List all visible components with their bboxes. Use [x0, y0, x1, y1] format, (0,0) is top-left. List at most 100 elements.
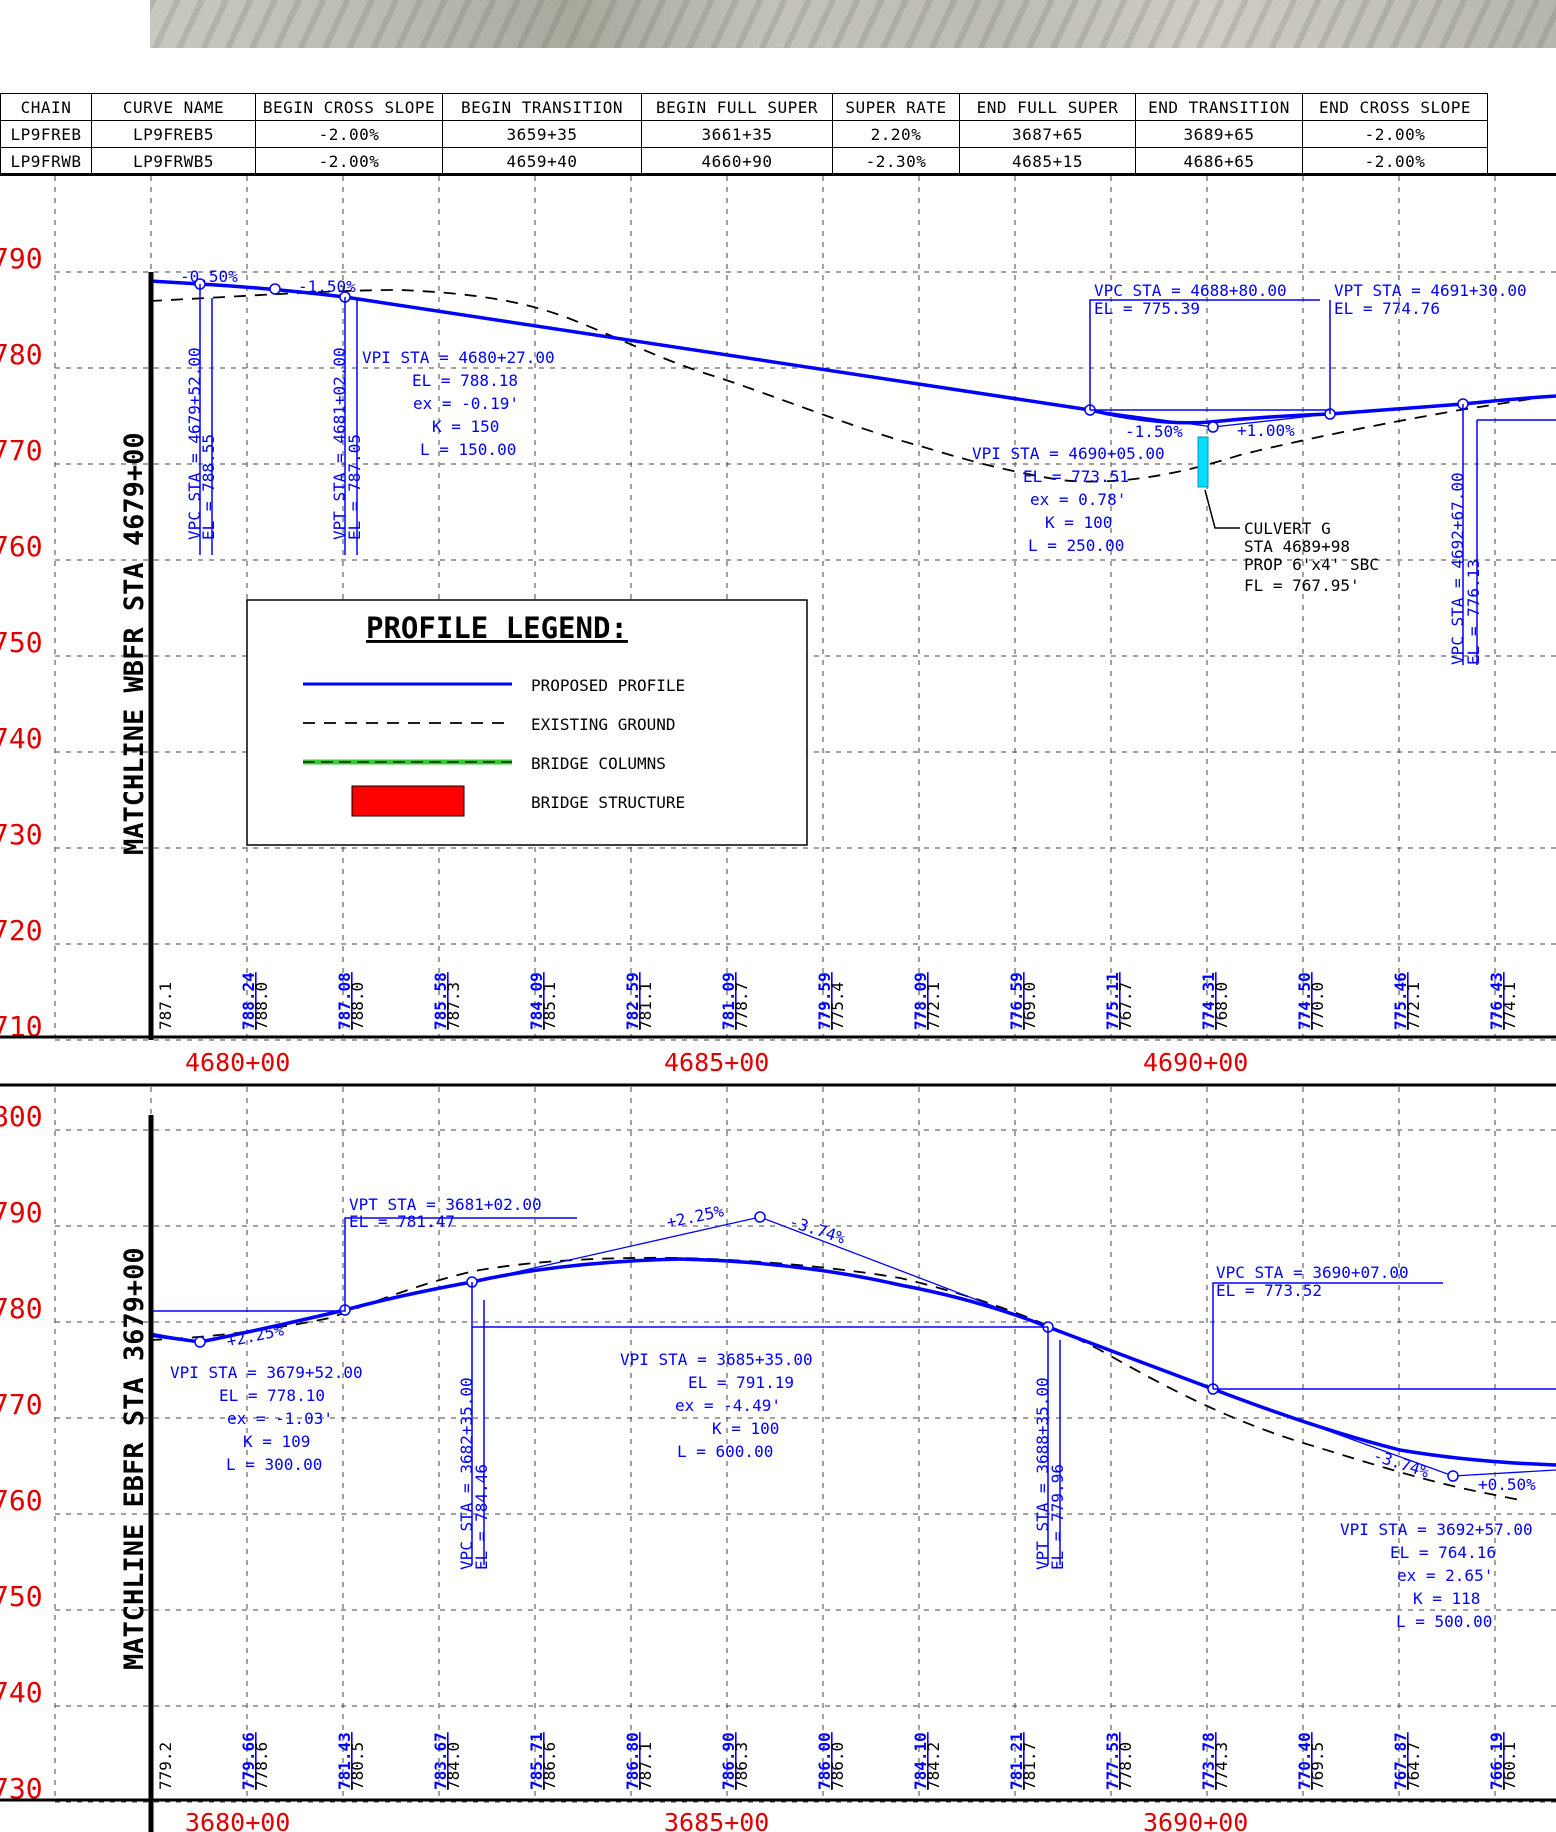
proposed-elevation: 774.50 [1295, 972, 1314, 1030]
vpi-label: K = 109 [243, 1432, 310, 1451]
existing-elevation: 767.7 [1116, 982, 1135, 1030]
table-header-cell: BEGIN CROSS SLOPE [255, 93, 443, 121]
existing-elevation: 781.7 [1020, 1742, 1039, 1790]
vpi-label: ex = -1.03' [227, 1409, 333, 1428]
vpi-label: ex = 0.78' [1030, 490, 1126, 509]
table-cell: LP9FREB [0, 120, 92, 148]
elevation-label: 780 [0, 338, 43, 371]
proposed-elevation: 775.11 [1103, 972, 1122, 1030]
legend-item: BRIDGE COLUMNS [531, 754, 666, 773]
table-header-cell: END TRANSITION [1135, 93, 1303, 121]
existing-elevation: 760.1 [1500, 1742, 1519, 1790]
vpc-elevation-label: EL = 776.13 [1464, 559, 1483, 665]
existing-elevation: 784.2 [924, 1742, 943, 1790]
vpc-label: EL = 773.52 [1216, 1281, 1322, 1300]
wb-stations: 4680+00 4685+00 4690+00 [185, 1048, 1248, 1077]
proposed-elevation: 767.87 [1391, 1732, 1410, 1790]
existing-elevation: 774.3 [1212, 1742, 1231, 1790]
table-cell: LP9FRWB5 [91, 147, 256, 175]
table-cell: -2.00% [1302, 147, 1488, 175]
vpt-station-label: VPT STA = 4681+02.00 [330, 347, 349, 540]
table-cell: 3661+35 [641, 120, 833, 148]
existing-elevation: 778.6 [252, 1742, 271, 1790]
eb-matchline-label: MATCHLINE EBFR STA 3679+00 [119, 1247, 150, 1670]
vpt-label: VPT STA = 3681+02.00 [349, 1195, 542, 1214]
elevation-label: 730 [0, 818, 43, 851]
grade-label: -1.50% [1125, 422, 1183, 441]
existing-elevation: 774.1 [1500, 982, 1519, 1030]
vpi-circle [1447, 1470, 1459, 1482]
elevation-label: 750 [0, 626, 43, 659]
elevation-label: 740 [0, 722, 43, 755]
existing-elevation: 778.0 [1116, 1742, 1135, 1790]
grade-label: +2.25% [225, 1320, 286, 1351]
eb-markers [194, 1211, 1459, 1482]
elevation-label: 720 [0, 914, 43, 947]
culvert-text: CULVERT G [1244, 519, 1331, 538]
existing-elevation: 769.5 [1308, 1742, 1327, 1790]
proposed-elevation: 775.46 [1391, 972, 1410, 1030]
vpc-station-label: VPC STA = 3682+35.00 [457, 1377, 476, 1570]
wb-leaders [199, 284, 1556, 665]
table-header-cell: END CROSS SLOPE [1302, 93, 1488, 121]
legend-swatch-structure [351, 785, 465, 817]
proposed-elevation: 786.90 [719, 1732, 738, 1790]
elevation-label: 770 [0, 1388, 43, 1421]
existing-elevation: 788.0 [252, 982, 271, 1030]
table-cell: 2.20% [832, 120, 960, 148]
table-divider [0, 173, 1556, 176]
vpi-label: ex = -4.49' [675, 1396, 781, 1415]
vpi-circle [269, 283, 281, 295]
vpi-label: L = 500.00 [1396, 1612, 1492, 1631]
legend-item: BRIDGE STRUCTURE [531, 793, 685, 812]
eb-annotations: +2.25% +2.25% -3.74% -3.74% +0.50% VPT S… [170, 1195, 1536, 1631]
elevation-label: 760 [0, 530, 43, 563]
legend-item: PROPOSED PROFILE [531, 676, 685, 695]
existing-elevation: 778.7 [732, 982, 751, 1030]
proposed-elevation: 784.10 [911, 1732, 930, 1790]
vpi-label: VPI STA = 3685+35.00 [620, 1350, 813, 1369]
vpi-label: L = 600.00 [677, 1442, 773, 1461]
vpi-label: L = 250.00 [1028, 536, 1124, 555]
legend-box [246, 599, 808, 846]
station-label: 3680+00 [185, 1808, 290, 1832]
existing-elevation: 781.1 [636, 982, 655, 1030]
table-cell: -2.00% [255, 120, 443, 148]
eb-stations: 3680+00 3685+00 3690+00 [185, 1808, 1248, 1832]
proposed-elevation: 784.09 [527, 972, 546, 1030]
elevation-label: 780 [0, 1292, 43, 1325]
vpi-circle [754, 1211, 766, 1223]
existing-elevation: 780.5 [348, 1742, 367, 1790]
vpt-label: EL = 781.47 [349, 1212, 455, 1231]
proposed-elevation: 781.43 [335, 1732, 354, 1790]
vpi-label: K = 100 [1045, 513, 1112, 532]
elevation-label: 800 [0, 1100, 43, 1133]
vpi-label: VPI STA = 3679+52.00 [170, 1363, 363, 1382]
vpi-label: VPI STA = 4690+05.00 [972, 444, 1165, 463]
existing-elevation: 772.1 [1404, 982, 1423, 1030]
existing-elevation: 764.7 [1404, 1742, 1423, 1790]
vpi-label: EL = 788.18 [412, 371, 518, 390]
table-cell: 4685+15 [959, 147, 1136, 175]
grade-label: +1.00% [1237, 421, 1295, 440]
table-cell: 3659+35 [442, 120, 642, 148]
culvert-text: FL = 767.95' [1244, 576, 1360, 595]
vpt-label: VPT STA = 4691+30.00 [1334, 281, 1527, 300]
vpc-label: VPC STA = 3690+07.00 [1216, 1263, 1409, 1282]
station-label: 3685+00 [664, 1808, 769, 1832]
station-label: 3690+00 [1143, 1808, 1248, 1832]
eb-leaders [150, 1217, 1556, 1565]
elevation-label: 770 [0, 434, 43, 467]
existing-elevation: 787.1 [156, 982, 175, 1030]
existing-elevation: 784.0 [444, 1742, 463, 1790]
vpi-circle [194, 1336, 206, 1348]
station-label: 4690+00 [1143, 1048, 1248, 1077]
culvert-text: STA 4689+98 [1244, 537, 1350, 556]
vpc-label: VPC STA = 4688+80.00 [1094, 281, 1287, 300]
proposed-elevation: 776.59 [1007, 972, 1026, 1030]
